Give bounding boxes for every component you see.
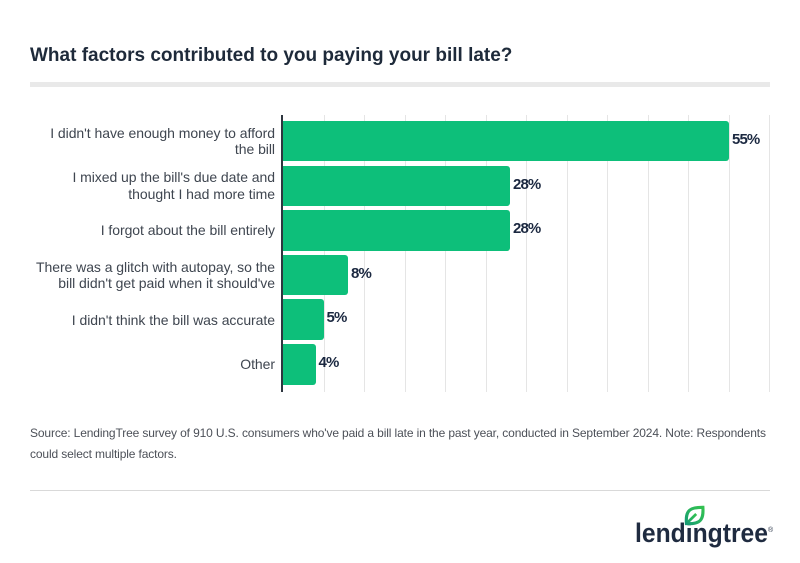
svg-text:lendingtree: lendingtree (635, 518, 768, 548)
svg-text:®: ® (768, 526, 774, 534)
